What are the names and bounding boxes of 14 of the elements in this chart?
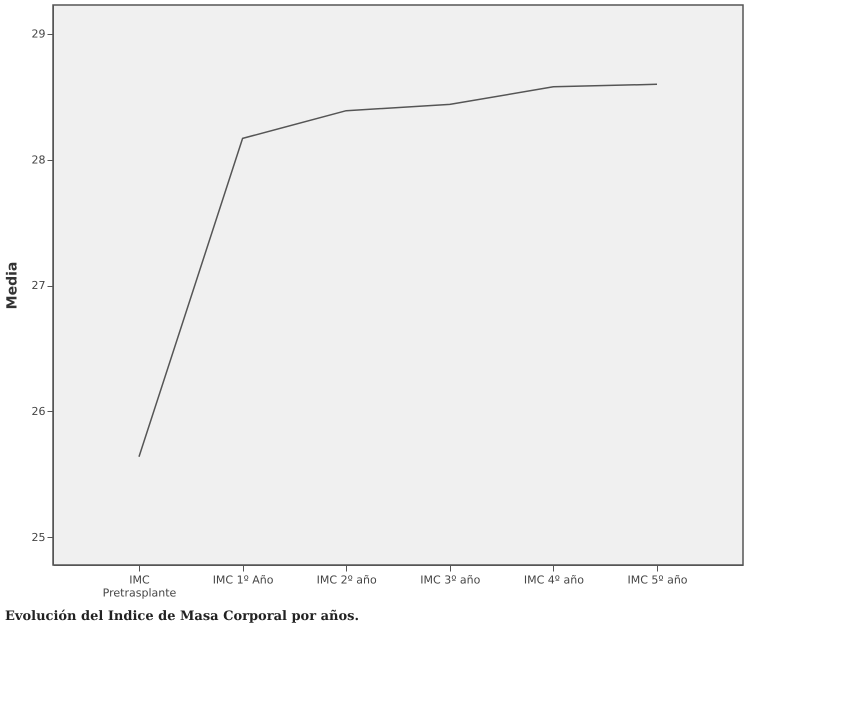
- x-tick-label: IMC 5º año: [627, 574, 688, 586]
- y-tick-label: 29: [32, 27, 46, 40]
- x-tick-label: IMC 1º Año: [212, 574, 274, 586]
- y-tick-label: 25: [32, 530, 46, 544]
- y-axis-title: Media: [4, 262, 21, 310]
- x-tick-label: IMC 2º año: [316, 574, 377, 586]
- y-tick-label: 28: [32, 153, 46, 166]
- text: Evolución del Indice de Masa Corporal por años.: [5, 609, 359, 624]
- y-tick-label: 27: [32, 279, 46, 292]
- line-series: [138, 84, 658, 458]
- x-tick-label: IMC Pretrasplante: [102, 574, 177, 600]
- x-tick-label: IMC 4º año: [524, 574, 584, 586]
- y-tick-label: 26: [32, 404, 46, 418]
- x-tick-label: IMC 3º año: [420, 574, 481, 586]
